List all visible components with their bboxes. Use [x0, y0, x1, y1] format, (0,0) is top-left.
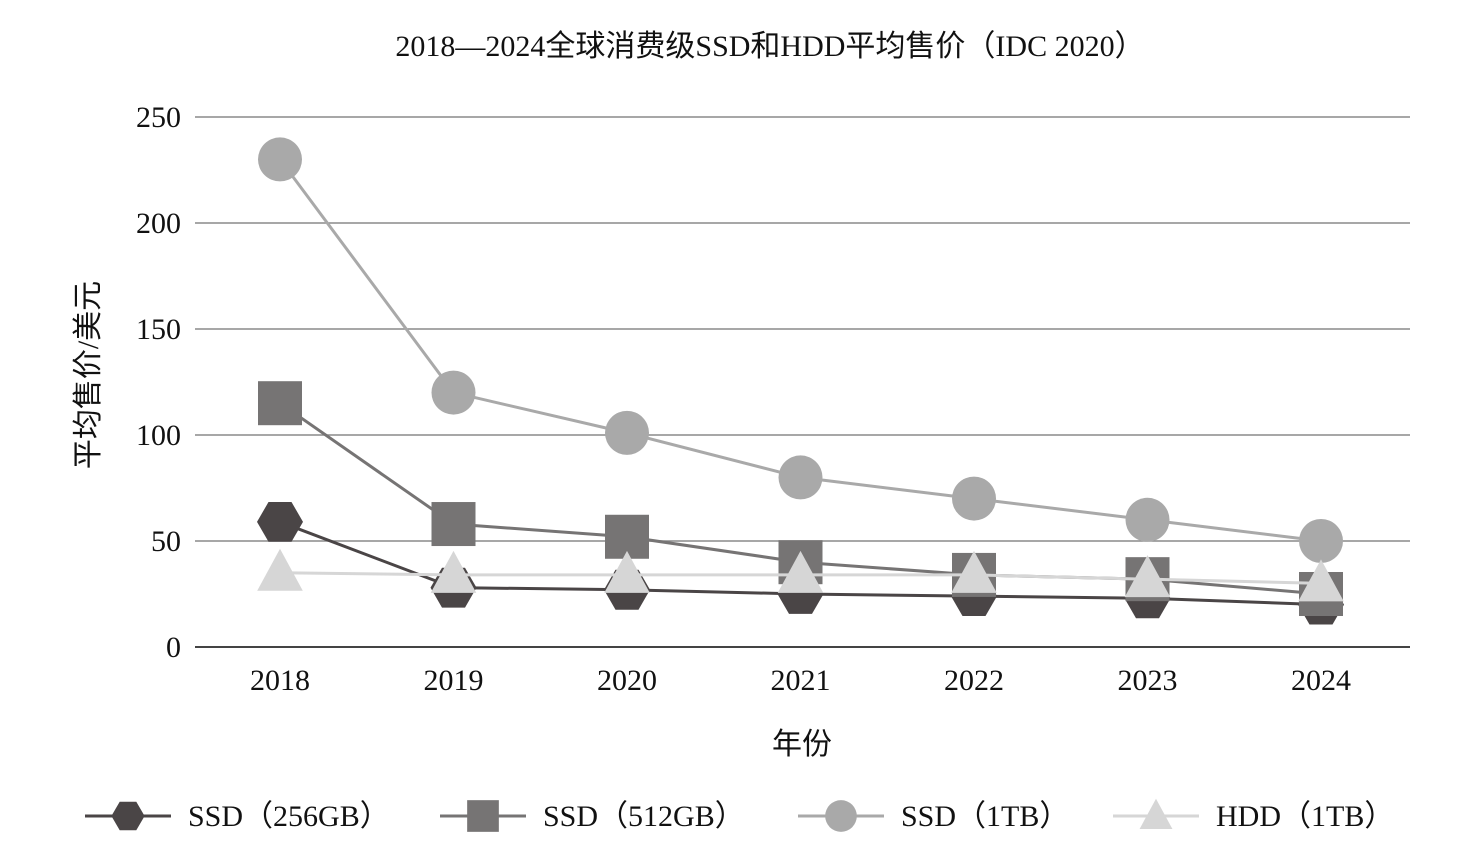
- data-point-square: [431, 502, 476, 547]
- data-point-circle: [1299, 519, 1343, 563]
- data-point-circle: [825, 800, 857, 832]
- legend-item: SSD（256GB）: [85, 800, 390, 833]
- x-axis-label: 年份: [772, 728, 832, 761]
- series-group: [257, 137, 1344, 625]
- data-point-triangle: [777, 550, 824, 593]
- data-point-square: [467, 800, 499, 832]
- chart-title: 2018—2024全球消费级SSD和HDD平均售价（IDC 2020）: [395, 30, 1144, 63]
- x-tick-label: 2024: [1291, 664, 1351, 697]
- data-point-circle: [778, 455, 823, 500]
- y-tick-label: 250: [136, 101, 181, 134]
- y-tick-label: 0: [166, 631, 181, 664]
- legend-label: HDD（1TB）: [1216, 800, 1394, 833]
- data-point-square: [258, 381, 302, 426]
- legend: SSD（256GB） SSD（512GB） SSD（1TB） HDD（1TB）: [85, 798, 1394, 833]
- y-tick-label: 50: [151, 525, 181, 558]
- series-3: [258, 137, 1343, 563]
- y-tick-label: 150: [136, 313, 181, 346]
- legend-label: SSD（1TB）: [901, 800, 1069, 833]
- legend-item: SSD（512GB）: [440, 800, 745, 833]
- legend-label: SSD（256GB）: [188, 800, 390, 833]
- data-point-triangle: [1124, 555, 1171, 598]
- data-point-hexagon: [111, 801, 145, 831]
- gridlines: [195, 116, 1410, 648]
- x-tick-label: 2023: [1118, 664, 1178, 697]
- x-tick-label: 2018: [250, 664, 310, 697]
- data-point-circle: [1125, 497, 1170, 542]
- data-point-circle: [605, 410, 649, 455]
- series-4: [257, 548, 1344, 602]
- y-tick-label: 100: [136, 419, 181, 452]
- data-point-triangle: [1139, 798, 1173, 829]
- y-axis-label: 平均售价/美元: [72, 281, 105, 469]
- data-point-triangle: [430, 550, 477, 593]
- legend-item: HDD（1TB）: [1113, 798, 1394, 833]
- x-tick-label: 2021: [771, 664, 831, 697]
- y-tick-label: 200: [136, 207, 181, 240]
- data-point-circle: [431, 370, 476, 415]
- data-point-triangle: [257, 548, 303, 591]
- legend-label: SSD（512GB）: [543, 800, 745, 833]
- data-point-circle: [258, 137, 302, 182]
- data-point-triangle: [1298, 559, 1344, 602]
- x-tick-label: 2020: [597, 664, 657, 697]
- data-point-circle: [952, 476, 996, 521]
- x-tick-label: 2022: [944, 664, 1004, 697]
- y-axis-ticks: 0 50 100 150 200 250: [136, 101, 181, 664]
- x-axis-ticks: 2018 2019 2020 2021 2022 2023 2024: [250, 664, 1351, 697]
- legend-item: SSD（1TB）: [798, 800, 1069, 833]
- data-point-triangle: [604, 550, 650, 593]
- data-point-triangle: [951, 550, 997, 593]
- data-point-hexagon: [257, 502, 303, 542]
- x-tick-label: 2019: [424, 664, 484, 697]
